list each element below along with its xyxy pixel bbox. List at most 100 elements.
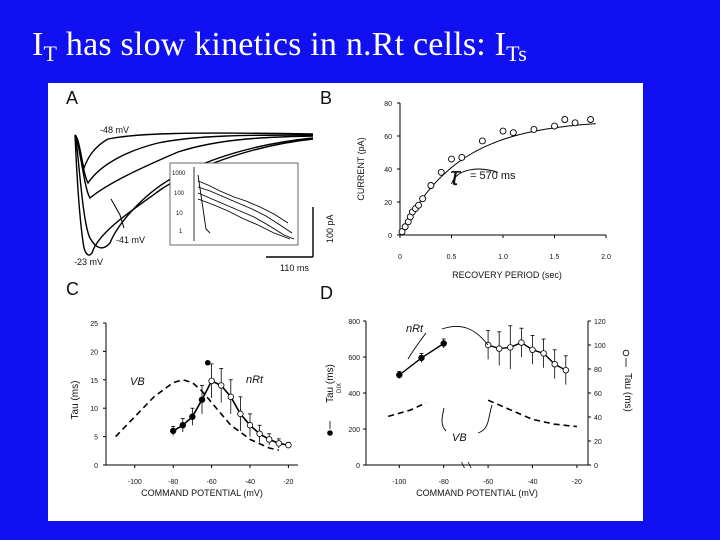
c-vb-line [115,378,279,451]
b-data-point [499,127,507,135]
c-data-point [169,427,177,435]
inset-tick-100: 100 [174,191,185,197]
b-y-tick-label: 80 [384,101,392,108]
title-subscript-1: T [43,41,58,66]
b-data-point [398,228,406,236]
d-left-tick-label: 600 [348,355,360,362]
title-subscript-2: Ts [506,41,527,66]
d-axis-legend-markers [327,349,630,436]
b-data-point [551,122,558,130]
c-data-point [179,422,186,429]
b-data-point [458,153,466,161]
inset-plot: 1000 100 10 1 [169,162,299,246]
inset-tick-1: 1 [179,229,183,235]
c-data-point [237,410,244,418]
inset-tick-10: 10 [176,211,183,217]
d-left-axis-label-sub: DIX [337,383,343,393]
c-data-point [285,441,292,449]
b-x-tick-label: 1.5 [550,254,560,261]
d-left-axis-label: Tau (ms) [325,364,336,403]
inset-trace-3 [197,192,295,240]
c-x-tick-label: -60 [207,479,217,486]
b-data-point [530,125,538,133]
d-x-tick-label: -60 [483,479,493,486]
d-data-point [496,345,503,352]
d-left-tick-label: 800 [348,319,360,326]
d-right-axis-label: Tau (ms) [622,373,633,412]
b-tau-arrow [451,168,498,185]
d-right-tick-label: 100 [594,343,606,350]
b-x-tick-label: 0.5 [447,254,457,261]
b-y-tick-label: 20 [384,200,392,207]
d-axis-break [461,461,472,469]
d-right-tick-label: 0 [594,463,598,470]
c-y-tick-label: 10 [90,406,98,413]
b-data-point [478,137,486,145]
trace-label-41mv: -41 mV [116,235,145,245]
series-label-vb-c: VB [130,376,145,388]
b-data-point [437,168,445,176]
d-data-point [562,367,569,374]
c-x-axis-label: COMMAND POTENTIAL (mV) [141,488,263,498]
d-x-tick-label: -80 [439,479,449,486]
c-y-tick-label: 0 [94,463,98,470]
c-data-point [189,413,196,420]
b-data-point [587,116,594,123]
trace-41mv [74,134,314,249]
d-left-tick-label: 200 [348,427,360,434]
d-data-point [418,354,425,362]
c-data-point [217,382,225,389]
d-x-tick-label: -100 [392,479,406,486]
d-right-tick-label: 20 [594,439,602,446]
trace-mid-2 [74,134,314,200]
series-label-vb-d: VB [452,432,467,444]
b-x-tick-label: 1.0 [498,254,508,261]
c-y-tick-label: 5 [94,435,98,442]
tau-symbol: τ [450,161,462,191]
tau-value-label: = 570 ms [470,170,516,182]
d-right-tick-label: 40 [594,415,602,422]
scale-current-label: 100 pA [325,214,335,243]
panel-a-traces [74,132,314,256]
inset-trace-onset [197,174,211,234]
b-data-point [419,195,427,203]
figure-svg: A -48 mV -41 mV -23 mV 1000 100 10 1 100… [66,88,633,498]
d-data-point [440,340,447,347]
panel-label-c: C [66,279,79,299]
inset-tick-1000: 1000 [172,171,186,177]
title-middle: has slow kinetics in n.Rt cells: I [57,26,507,63]
trace-label-48mv: -48 mV [100,125,129,135]
b-y-tick-label: 40 [384,167,392,174]
d-series-line [487,399,577,428]
b-data-point [401,223,409,231]
scale-time-label: 110 ms [280,263,309,273]
b-x-tick-label: 2.0 [601,254,611,261]
inset-trace-2 [197,186,293,234]
series-label-nrt-d: nRt [406,323,424,335]
d-data-point [507,344,514,351]
b-data-point [509,129,517,137]
d-data-point [396,371,403,379]
b-data-point [415,201,422,209]
c-data-point [275,440,282,447]
panel-label-d: D [320,283,333,303]
c-x-tick-label: -80 [168,479,178,486]
b-x-tick-label: 0 [398,254,402,261]
label-pointer-line [110,198,125,229]
panel-label-b: B [320,88,332,108]
b-data-point [561,116,569,123]
c-y-tick-label: 20 [90,349,98,356]
panel-b-recovery-plot: 0 20 40 60 80 0 0.5 1.0 1.5 2.0 RECOVERY PERIOD (s… [356,101,611,280]
c-data-point [256,430,263,437]
c-y-axis-label: Tau (ms) [70,381,81,420]
inset-trace-4 [197,198,291,240]
c-data-point [246,422,254,429]
c-data-point [208,377,215,385]
b-x-axis-label: RECOVERY PERIOD (sec) [452,270,562,280]
inset-trace-1 [197,180,289,224]
c-data-point [198,396,206,403]
trace-23mv [74,134,314,256]
d-data-point [551,361,558,368]
scale-bars [266,207,314,258]
panel-d-tau-voltage: 0 200 400 600 800 0 20 40 60 80 100 120 -100 -80 -60 -4… [348,319,605,498]
